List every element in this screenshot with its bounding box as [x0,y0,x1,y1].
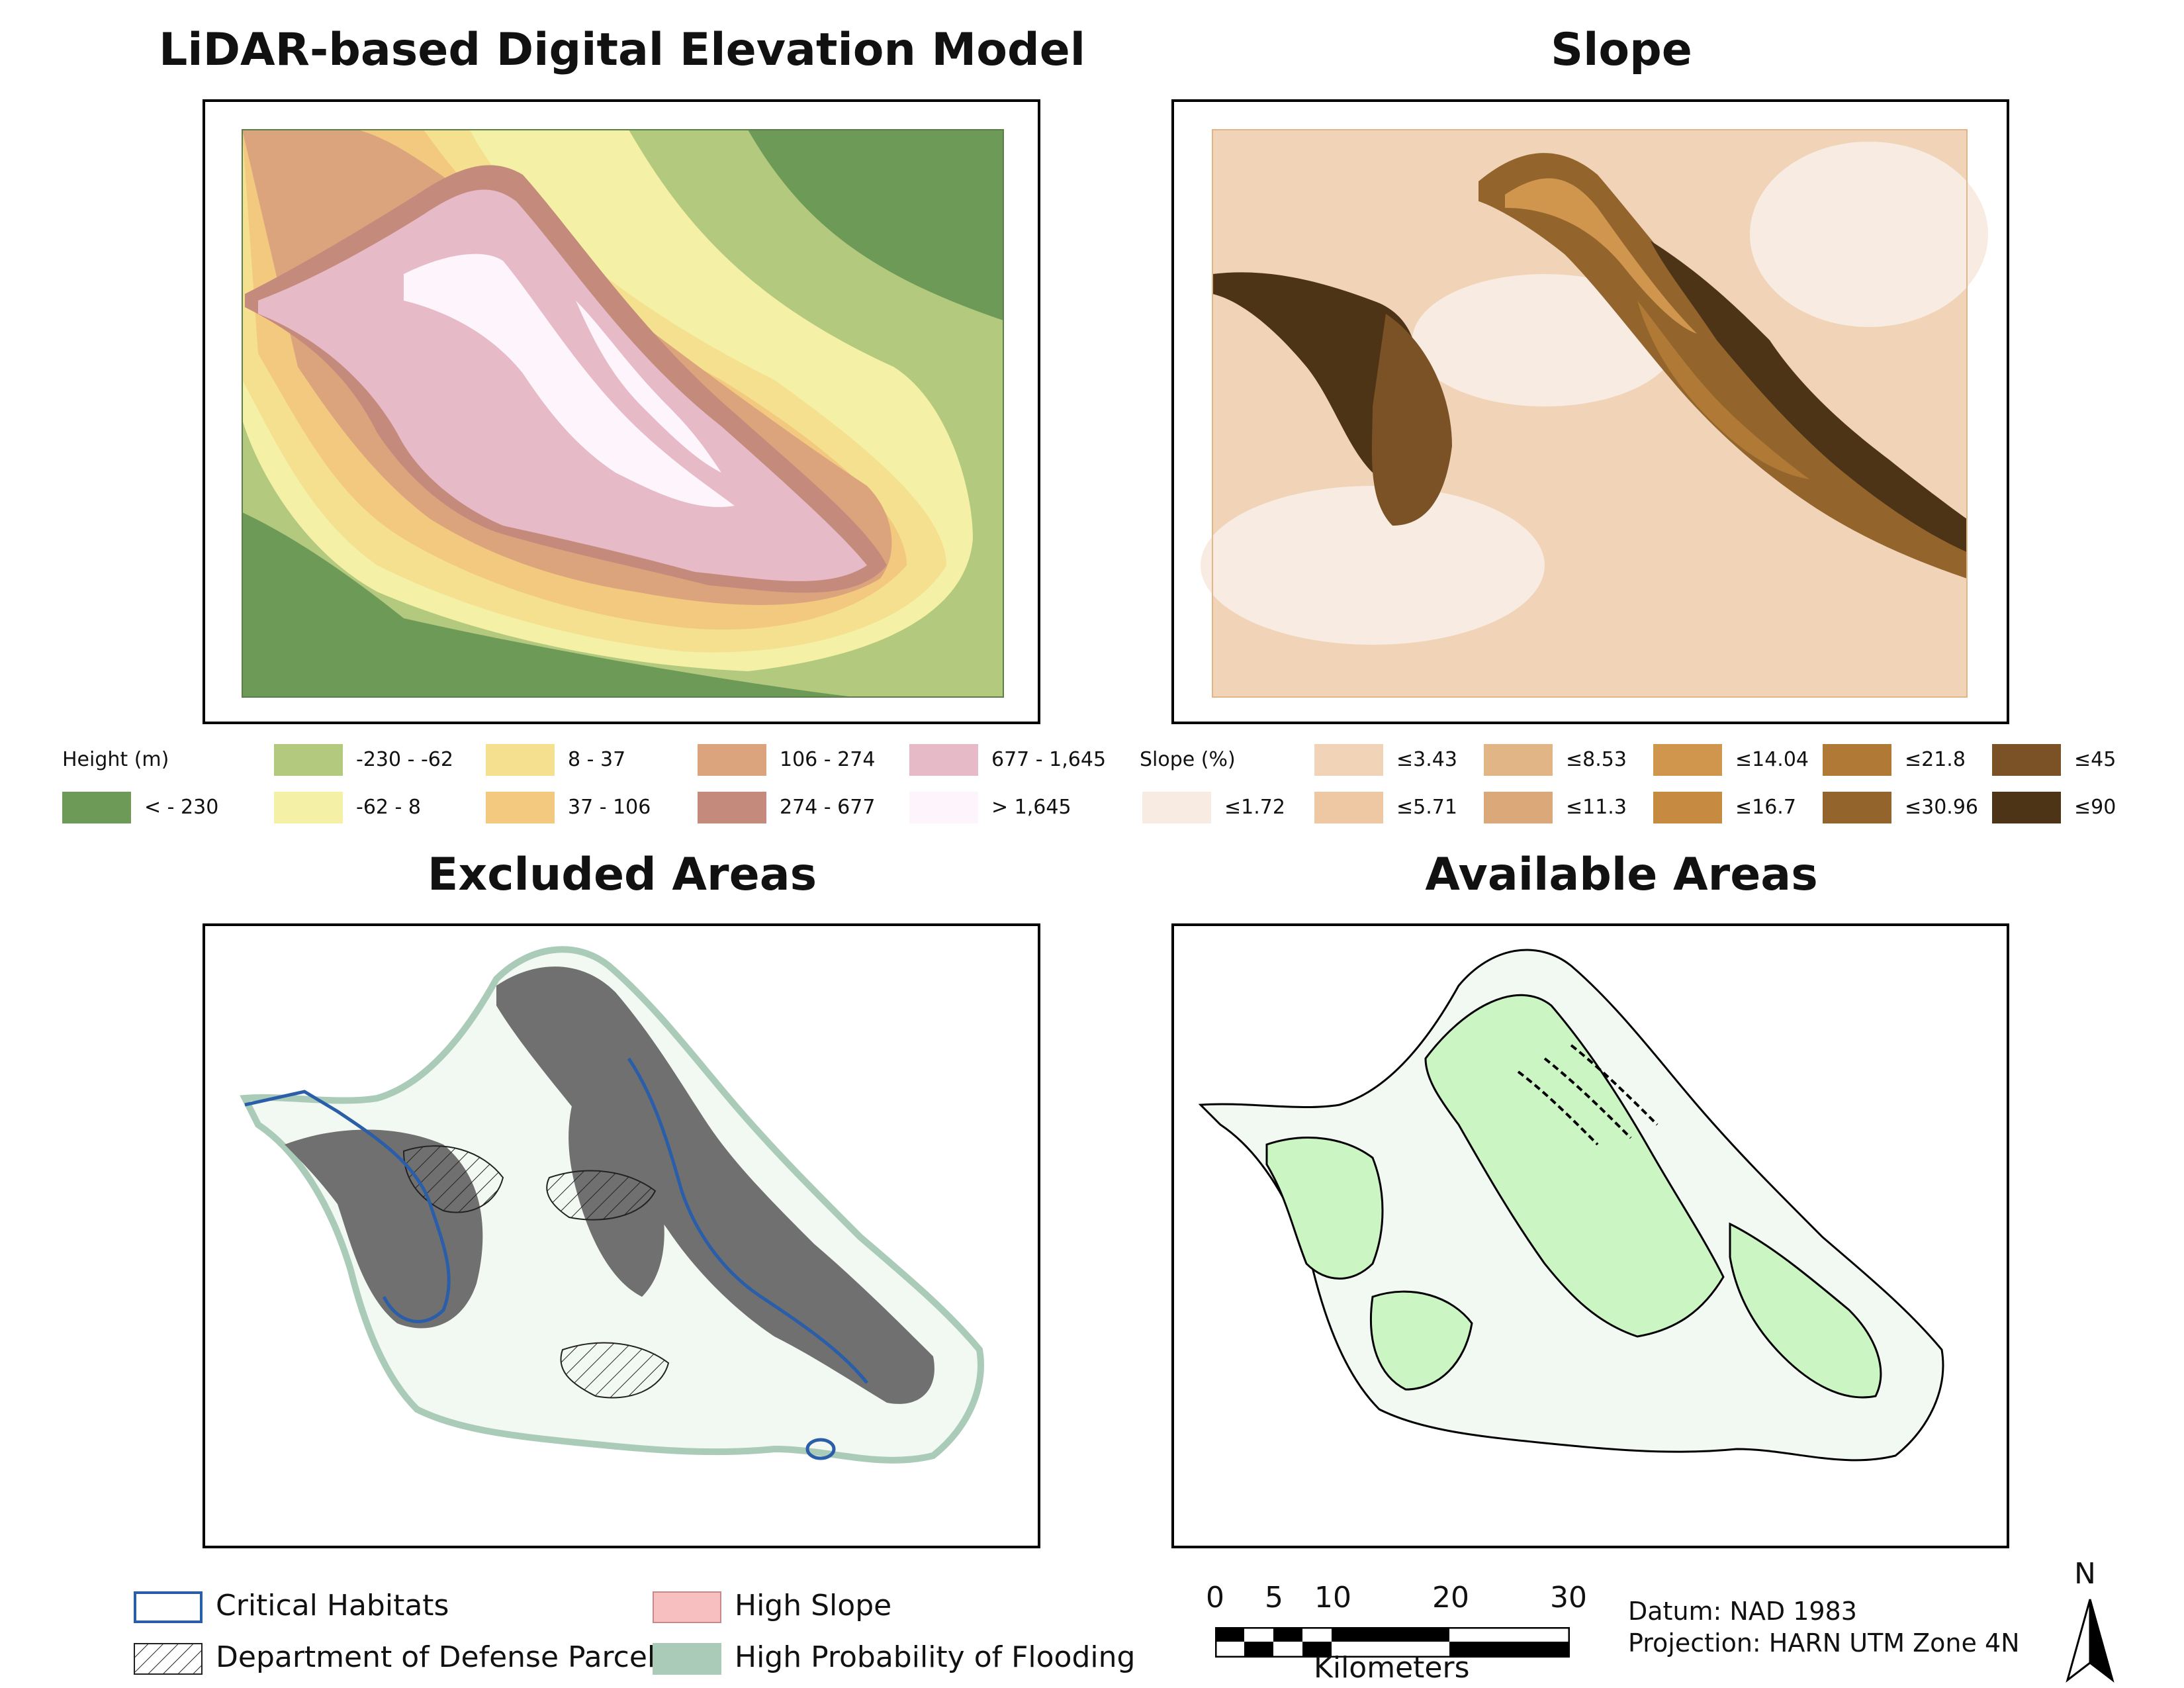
slope-class-0-swatch [1142,792,1211,823]
critical-habitats-swatch [134,1591,203,1623]
dod-parcels-label: Department of Defense Parcels [216,1640,671,1674]
slope-class-4-label: ≤11.3 [1566,796,1627,819]
available-map [1198,949,1944,1462]
flooding-label: High Probability of Flooding [735,1640,1136,1674]
dem-legend-heading: Height (m) [62,748,169,771]
slope-class-4-swatch [1484,792,1553,823]
scale-tick-20: 20 [1432,1581,1469,1615]
slope-class-5-label: ≤14.04 [1735,748,1809,771]
dem-class-1-label: -230 - -62 [356,748,453,771]
slope-class-0-label: ≤1.72 [1224,796,1285,819]
dem-map [242,129,1004,698]
dem-class-4-swatch [486,792,555,823]
scale-tick-0: 0 [1206,1581,1224,1615]
slope-map [1201,129,1988,698]
slope-class-5-swatch [1653,744,1722,776]
slope-class-7-label: ≤21.8 [1905,748,1966,771]
excluded-map [240,946,984,1464]
dem-class-5-label: 106 - 274 [780,748,876,771]
dem-class-8-swatch [909,792,978,823]
critical-habitats-label: Critical Habitats [216,1589,449,1622]
slope-legend-heading: Slope (%) [1140,748,1236,771]
dem-class-0-label: < - 230 [144,796,219,819]
dem-class-3-label: 8 - 37 [568,748,626,771]
dem-class-1-swatch [274,744,343,776]
scale-tick-10: 10 [1314,1581,1351,1615]
slope-class-6-label: ≤16.7 [1735,796,1796,819]
available-title: Available Areas [1425,849,1818,901]
high-slope-swatch [653,1591,721,1623]
slope-class-1-swatch [1314,744,1383,776]
slope-class-6-swatch [1653,792,1722,823]
dem-class-0-swatch [62,792,131,823]
dod-parcels-swatch [134,1643,203,1675]
dem-class-7-swatch [909,744,978,776]
slope-class-3-swatch [1484,744,1553,776]
slope-class-9-swatch [1992,744,2061,776]
dem-class-2-label: -62 - 8 [356,796,421,819]
dem-class-5-swatch [698,744,766,776]
datum-text: Datum: NAD 1983 [1628,1597,1857,1626]
north-arrow-icon [2066,1599,2115,1683]
dem-class-6-label: 274 - 677 [780,796,876,819]
scale-tick-5: 5 [1265,1581,1283,1615]
scale-unit: Kilometers [1314,1651,1470,1685]
slope-class-10-swatch [1992,792,2061,823]
scale-tick-30: 30 [1550,1581,1587,1615]
high-slope-label: High Slope [735,1589,892,1622]
slope-map-frame [1171,99,2009,724]
slope-class-3-label: ≤8.53 [1566,748,1627,771]
flooding-swatch [653,1643,721,1675]
available-map-frame [1171,923,2009,1548]
slope-class-2-label: ≤5.71 [1396,796,1457,819]
excluded-title: Excluded Areas [427,849,817,901]
dem-class-2-swatch [274,792,343,823]
projection-text: Projection: HARN UTM Zone 4N [1628,1628,2020,1658]
north-label: N [2074,1557,2096,1591]
dem-class-4-label: 37 - 106 [568,796,651,819]
dem-class-8-label: > 1,645 [991,796,1071,819]
dem-class-7-label: 677 - 1,645 [991,748,1107,771]
slope-class-7-swatch [1823,744,1891,776]
slope-class-9-label: ≤45 [2074,748,2116,771]
slope-title: Slope [1551,24,1692,76]
dem-class-3-swatch [486,744,555,776]
excluded-map-frame [203,923,1040,1548]
scale-bar [1215,1627,1570,1658]
slope-class-1-label: ≤3.43 [1396,748,1457,771]
dem-title: LiDAR-based Digital Elevation Model [158,24,1086,76]
slope-class-8-label: ≤30.96 [1905,796,1979,819]
slope-class-8-swatch [1823,792,1891,823]
slope-class-10-label: ≤90 [2074,796,2116,819]
slope-class-2-swatch [1314,792,1383,823]
dem-class-6-swatch [698,792,766,823]
dem-map-frame [203,99,1040,724]
